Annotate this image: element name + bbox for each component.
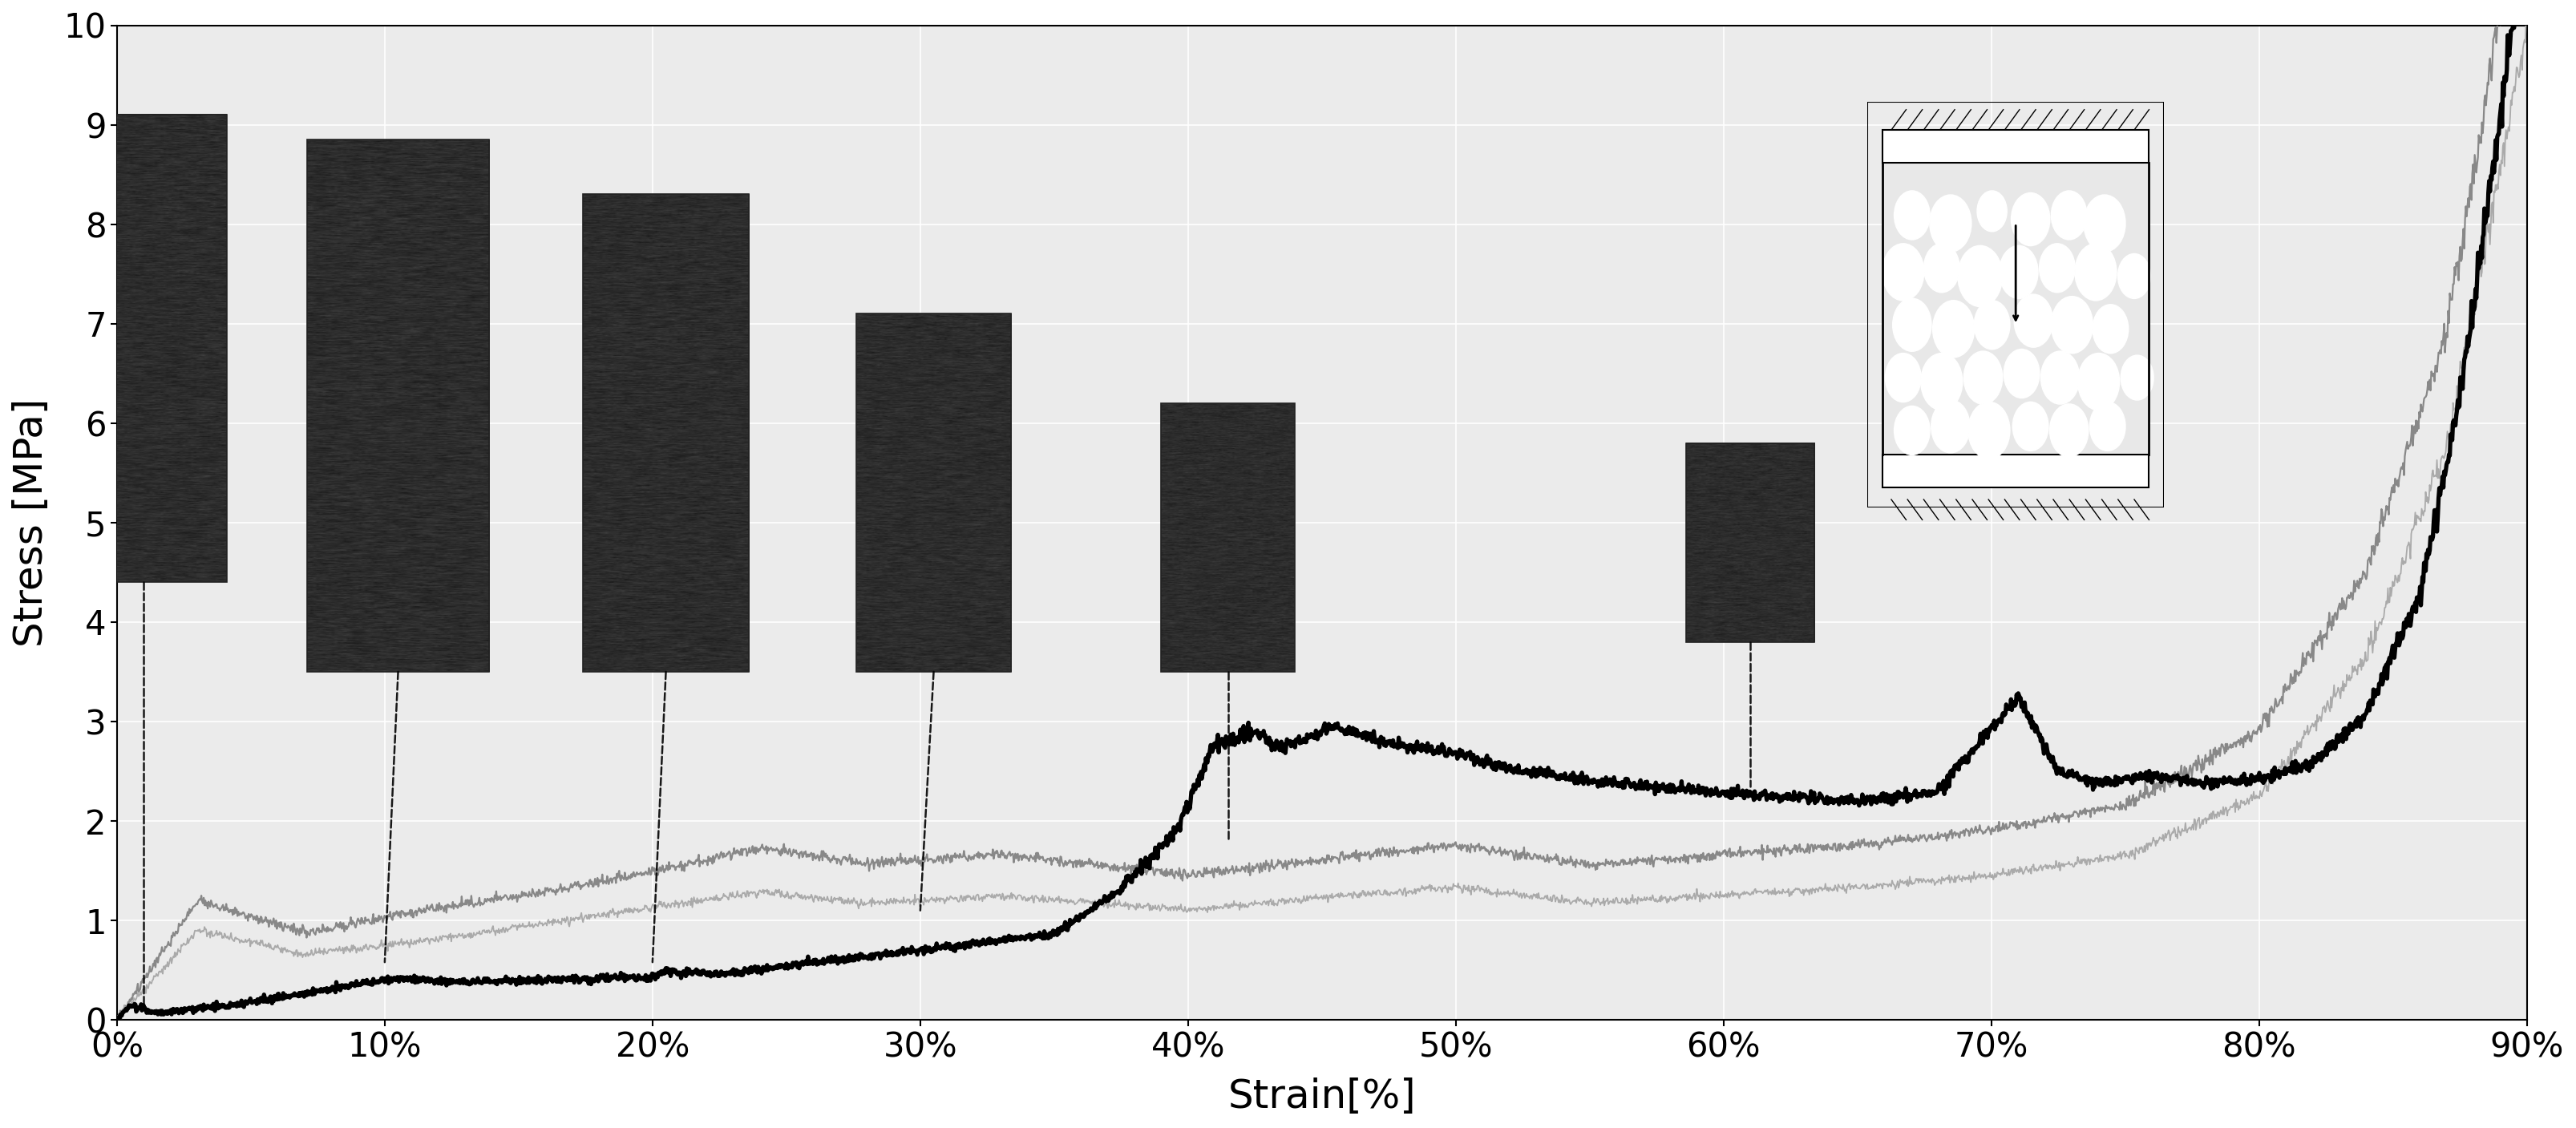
Circle shape: [1932, 300, 1973, 358]
Circle shape: [1963, 351, 2002, 404]
Circle shape: [1929, 195, 1971, 252]
Circle shape: [2012, 402, 2048, 451]
Bar: [1883, 162, 2148, 455]
Circle shape: [1893, 299, 1932, 351]
Circle shape: [2014, 294, 2053, 347]
Circle shape: [2074, 244, 2117, 300]
Bar: [62, 115, 227, 582]
Circle shape: [1893, 191, 1929, 239]
Circle shape: [1886, 353, 1922, 402]
Circle shape: [2050, 404, 2089, 457]
Circle shape: [2092, 305, 2128, 353]
Circle shape: [2089, 402, 2125, 451]
Circle shape: [2040, 351, 2079, 404]
Circle shape: [2120, 355, 2154, 400]
Circle shape: [1958, 246, 2002, 307]
Bar: [307, 140, 489, 672]
Circle shape: [1922, 353, 1963, 411]
Circle shape: [1932, 400, 1971, 452]
Circle shape: [2117, 254, 2151, 299]
Circle shape: [1893, 406, 1929, 455]
Circle shape: [1968, 402, 2009, 459]
Circle shape: [2050, 191, 2087, 239]
Bar: [855, 314, 1012, 672]
Circle shape: [2040, 244, 2074, 292]
Circle shape: [1978, 191, 2007, 231]
X-axis label: Strain[%]: Strain[%]: [1229, 1077, 1417, 1116]
Circle shape: [2079, 353, 2120, 411]
Bar: [582, 194, 750, 672]
Bar: [1162, 403, 1296, 672]
Bar: [1687, 443, 1814, 642]
Circle shape: [1883, 244, 1924, 300]
Circle shape: [2050, 297, 2092, 353]
Circle shape: [2084, 195, 2125, 252]
Bar: [1883, 130, 2148, 162]
Circle shape: [2004, 350, 2040, 398]
Bar: [1883, 455, 2148, 487]
Y-axis label: Stress [MPa]: Stress [MPa]: [13, 398, 52, 647]
Bar: [1868, 102, 2164, 508]
Circle shape: [1999, 246, 2038, 299]
Circle shape: [1973, 300, 2009, 350]
Circle shape: [1924, 244, 1960, 292]
Circle shape: [2012, 193, 2050, 246]
